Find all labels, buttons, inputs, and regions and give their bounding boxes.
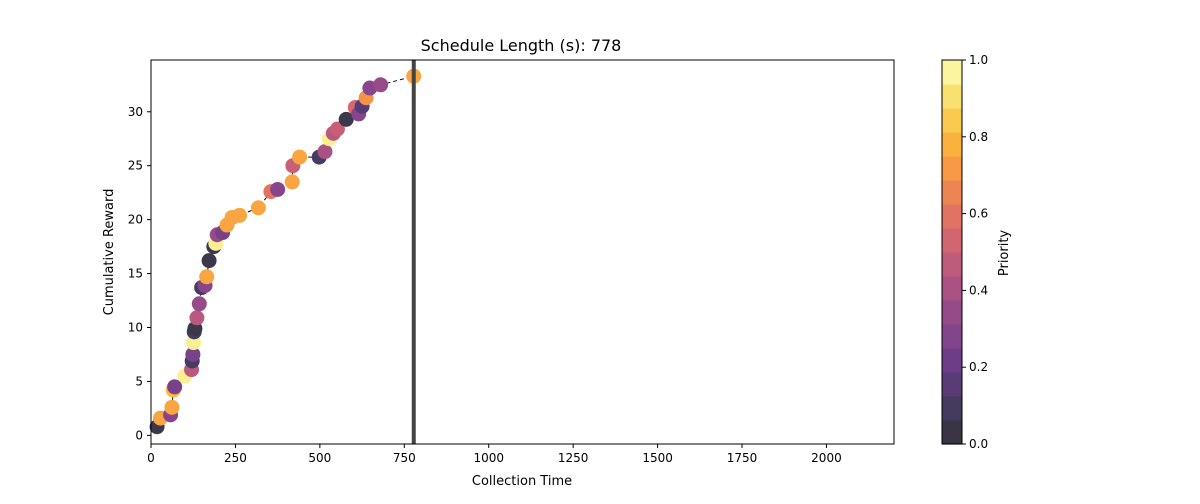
colorbar-tick-label: 0.0 [969,437,988,451]
colorbar-segment [942,60,962,85]
colorbar-tick-label: 0.2 [969,360,988,374]
y-tick-label: 30 [128,105,143,119]
colorbar-segment [942,372,962,397]
data-point [231,207,247,223]
y-tick-label: 25 [128,159,143,173]
data-point [317,144,333,160]
colorbar-tick-label: 0.6 [969,207,988,221]
colorbar-segment [942,420,962,445]
data-point [373,77,389,93]
data-point [338,111,354,127]
data-point [284,174,300,190]
x-tick-label: 750 [393,451,416,465]
data-point [191,296,207,312]
colorbar-segment [942,228,962,253]
data-point [201,253,217,269]
x-tick-label: 1250 [558,451,589,465]
colorbar-frame [941,59,963,445]
colorbar-segment [942,84,962,109]
colorbar-label: Priority [997,230,1012,277]
colorbar-tick-label: 0.8 [969,130,988,144]
colorbar-segment [942,156,962,181]
plot-area: 0 250 500 750 1000 1250 1500 1750 2000 0 5 10 15 20 25… [128,60,842,465]
x-tick-label: 500 [308,451,331,465]
y-axis-label: Cumulative Reward [102,189,117,316]
y-tick-label: 0 [135,428,143,442]
data-point [270,181,286,197]
data-point [189,310,205,326]
x-tick-label: 2000 [811,451,842,465]
colorbar-segment [942,132,962,157]
colorbar-segment [942,348,962,373]
colorbar-segment [942,180,962,205]
data-point [164,399,180,415]
colorbar-tick-label: 0.4 [969,283,988,297]
x-axis-label: Collection Time [472,474,572,489]
x-tick-label: 1750 [727,451,758,465]
data-point [250,200,266,216]
colorbar-segment [942,252,962,277]
x-tick-label: 1500 [642,451,673,465]
data-point [185,346,201,362]
colorbar-segment [942,204,962,229]
y-tick-label: 10 [128,321,143,335]
colorbar: 0.0 0.2 0.4 0.6 0.8 1.0 [941,53,988,451]
colorbar-segment [942,396,962,421]
y-tick-label: 5 [135,374,143,388]
data-point [292,149,308,165]
data-point [167,379,183,395]
colorbar-tick-label: 1.0 [969,53,988,67]
x-tick-label: 0 [147,451,155,465]
chart-title: Schedule Length (s): 778 [421,36,622,55]
data-point [199,269,215,285]
data-point [186,335,202,351]
x-tick-label: 1000 [473,451,504,465]
plot-frame [150,59,895,445]
colorbar-segment [942,300,962,325]
colorbar-segment [942,108,962,133]
data-point [329,121,345,137]
y-tick-label: 20 [128,213,143,227]
x-tick-label: 250 [224,451,247,465]
colorbar-segment [942,276,962,301]
y-tick-label: 15 [128,267,143,281]
colorbar-segment [942,324,962,349]
